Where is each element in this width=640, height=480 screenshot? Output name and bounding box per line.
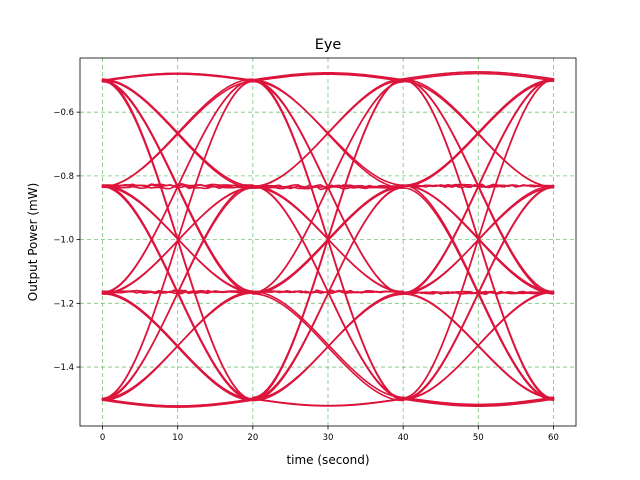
y-tick-label: −1.4	[53, 363, 74, 373]
x-axis-label: time (second)	[286, 453, 369, 467]
x-tick-label: 30	[323, 433, 334, 443]
x-tick-label: 0	[100, 433, 105, 443]
y-tick-label: −1.2	[53, 299, 74, 309]
x-tick-label: 10	[172, 433, 183, 443]
y-axis-label: Output Power (mW)	[26, 183, 40, 302]
x-tick-label: 60	[548, 433, 559, 443]
y-tick-label: −1.0	[53, 236, 74, 246]
chart-title: Eye	[315, 37, 342, 53]
x-tick-label: 40	[398, 433, 409, 443]
y-tick-label: −0.8	[53, 172, 74, 182]
y-tick-label: −0.6	[53, 108, 74, 118]
x-tick-label: 50	[473, 433, 484, 443]
x-tick-label: 20	[247, 433, 258, 443]
